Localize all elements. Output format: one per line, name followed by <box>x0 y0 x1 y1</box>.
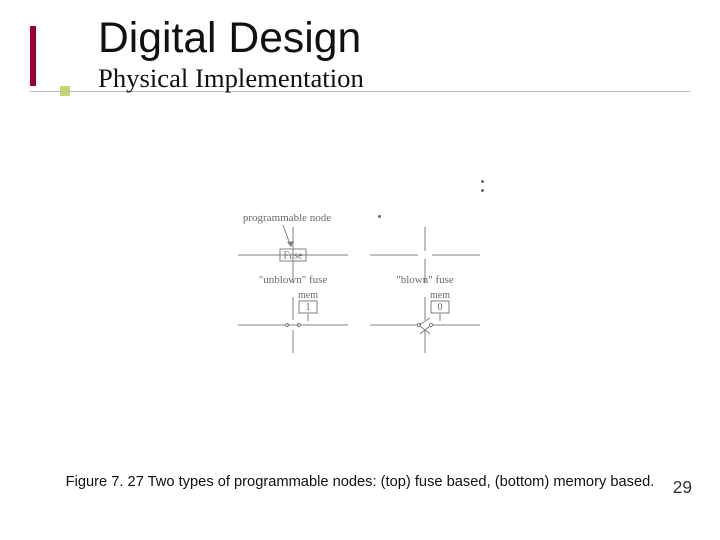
stray-dot <box>481 189 484 192</box>
slide: Digital Design Physical Implementation F… <box>0 0 720 540</box>
page-title: Digital Design <box>98 16 364 61</box>
figure-caption: Figure 7. 27 Two types of programmable n… <box>0 474 720 490</box>
svg-text:Fuse: Fuse <box>284 251 303 262</box>
programmable-nodes-diagram: Fuse programmable node "unblown" fuse "blow… <box>215 200 505 370</box>
page-number: 29 <box>673 477 692 498</box>
stray-dot <box>481 180 484 183</box>
svg-text:mem: mem <box>430 290 450 301</box>
svg-text:"unblown" fuse: "unblown" fuse <box>259 274 328 286</box>
svg-text:mem: mem <box>298 290 318 301</box>
svg-text:0: 0 <box>438 302 443 313</box>
accent-bar <box>30 26 36 86</box>
page-subtitle: Physical Implementation <box>98 63 364 94</box>
svg-text:programmable node: programmable node <box>243 212 331 224</box>
svg-text:1: 1 <box>306 302 311 313</box>
title-block: Digital Design Physical Implementation <box>98 16 364 94</box>
svg-text:"blown" fuse: "blown" fuse <box>396 274 454 286</box>
